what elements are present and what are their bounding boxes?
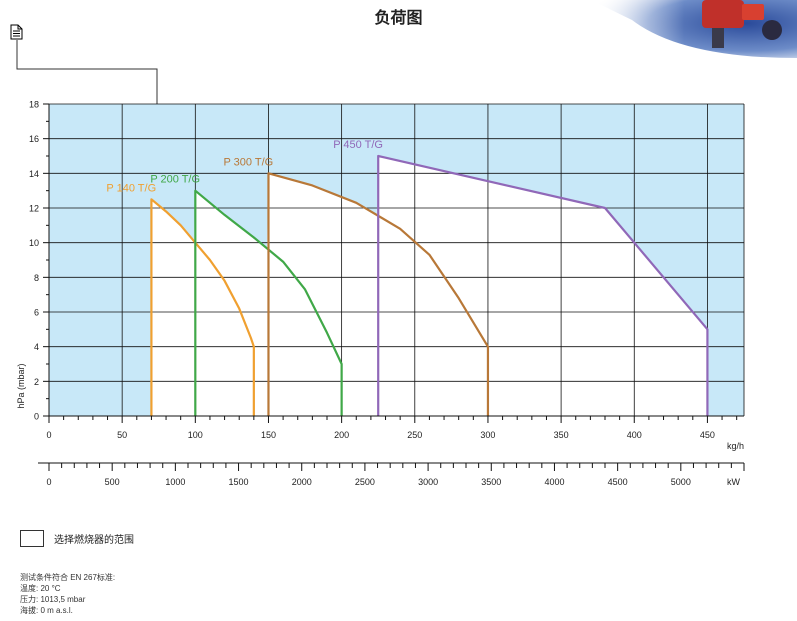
- x-tick-label: 50: [117, 430, 127, 440]
- x-tick-label: 350: [554, 430, 569, 440]
- burner-photo-corner: [592, 0, 797, 58]
- series-label: P 450 T/G: [333, 139, 383, 151]
- x-tick-label: 450: [700, 430, 715, 440]
- condition-line: 测试条件符合 EN 267标准:: [20, 573, 116, 582]
- x-tick-label: 150: [261, 430, 276, 440]
- connector-line: [16, 40, 158, 104]
- x2-tick-label: 3500: [481, 477, 501, 487]
- x2-tick-label: 1500: [229, 477, 249, 487]
- y-tick-label: 0: [34, 412, 39, 422]
- series-line: [267, 172, 490, 416]
- x-tick-label: 100: [188, 430, 203, 440]
- selection-range-area: [151, 156, 708, 416]
- y-tick-label: 16: [29, 134, 39, 144]
- legend-label: 选择燃烧器的范围: [54, 535, 134, 546]
- x2-tick-label: 0: [46, 477, 51, 487]
- series-label: P 140 T/G: [106, 182, 156, 194]
- series-label: P 200 T/G: [150, 174, 200, 186]
- x-tick-label: 250: [407, 430, 422, 440]
- condition-line: 压力: 1013,5 mbar: [20, 595, 86, 604]
- y-tick-label: 8: [34, 273, 39, 283]
- x2-tick-label: 2500: [355, 477, 375, 487]
- series-label: P 300 T/G: [223, 156, 273, 168]
- x2-tick-label: 5000: [671, 477, 691, 487]
- test-conditions: 测试条件符合 EN 267标准: 温度: 20 °C 压力: 1013,5 mb…: [20, 572, 115, 616]
- legend: 选择燃烧器的范围: [20, 530, 134, 547]
- x-axis-label: kg/h: [727, 441, 744, 451]
- y-tick-label: 12: [29, 204, 39, 214]
- y-tick-label: 18: [29, 100, 39, 110]
- page-title: 负荷图: [374, 8, 423, 27]
- x2-axis-label: kW: [727, 477, 741, 487]
- series-line: [150, 198, 255, 416]
- y-tick-label: 4: [34, 342, 39, 352]
- x-tick-label: 200: [334, 430, 349, 440]
- y-tick-label: 2: [34, 377, 39, 387]
- load-chart: P 140 T/GP 200 T/G P 300 T/G P 450 T/G 0 2 4 6…: [16, 40, 745, 487]
- x-tick-label: 0: [46, 430, 51, 440]
- document-icon[interactable]: [10, 24, 23, 40]
- y-tick-label: 10: [29, 238, 39, 248]
- legend-range-box: [20, 530, 44, 547]
- x2-tick-label: 3000: [418, 477, 438, 487]
- x-tick-label: 400: [627, 430, 642, 440]
- x2-tick-label: 4000: [544, 477, 564, 487]
- y-tick-label: 14: [29, 169, 39, 179]
- x-tick-label: 300: [480, 430, 495, 440]
- y-axis-label: hPa (mbar): [16, 363, 26, 408]
- x2-tick-label: 1000: [165, 477, 185, 487]
- x2-tick-label: 500: [105, 477, 120, 487]
- series-line: [377, 154, 709, 416]
- x2-tick-label: 2000: [292, 477, 312, 487]
- x2-tick-label: 4500: [608, 477, 628, 487]
- condition-line: 温度: 20 °C: [20, 584, 61, 593]
- y-tick-label: 6: [34, 308, 39, 318]
- condition-line: 海拔: 0 m a.s.l.: [20, 606, 73, 615]
- series-line: [194, 189, 343, 416]
